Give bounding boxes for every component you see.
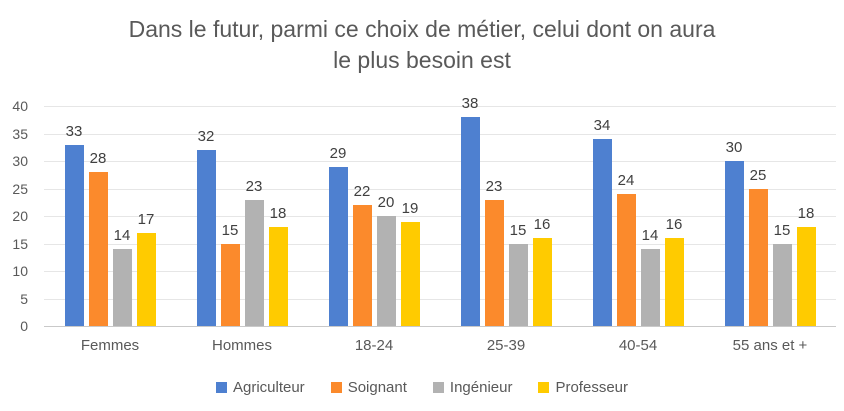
y-axis: 0 5 10 15 20 25 30 35 40 — [0, 98, 32, 334]
bar-soignant: 15 — [220, 222, 240, 326]
bar-soignant: 25 — [748, 167, 768, 326]
legend-item-ingénieur: Ingénieur — [432, 379, 513, 396]
bar-group: 32 15 23 18 — [176, 106, 308, 326]
y-tick-label: 25 — [12, 180, 28, 197]
legend-swatch — [330, 382, 342, 393]
bar-agriculteur: 30 — [724, 139, 744, 326]
legend-label: Soignant — [347, 379, 407, 396]
bar-ingénieur: 14 — [640, 227, 660, 326]
bar-value-label: 15 — [509, 221, 527, 239]
bar-soignant: 28 — [88, 150, 108, 326]
plot-area: 33 28 14 17 32 15 23 18 29 22 20 19 38 23 15 16 34 24 14 16… — [44, 95, 836, 327]
y-tick-label: 5 — [20, 290, 28, 307]
bar-value-label: 33 — [65, 122, 83, 140]
bar-value-label: 15 — [773, 221, 791, 239]
legend-item-soignant: Soignant — [330, 379, 407, 396]
y-tick-label: 20 — [12, 208, 28, 224]
gridline — [44, 106, 836, 107]
x-category-label: 25-39 — [486, 337, 526, 354]
x-category-label: 18-24 — [354, 337, 394, 354]
gridline — [44, 188, 836, 190]
bar-agriculteur: 38 — [460, 95, 480, 326]
bar-value-label: 23 — [245, 177, 263, 195]
bar-group: 34 24 14 16 — [572, 106, 704, 326]
bar-group: 30 25 15 18 — [704, 106, 836, 326]
bar-group: 33 28 14 17 — [44, 106, 176, 326]
y-tick-label: 35 — [12, 125, 28, 142]
bar-value-label: 30 — [725, 139, 743, 156]
bar-value-label: 15 — [221, 221, 239, 239]
bar-professeur: 19 — [400, 200, 420, 326]
legend-swatch — [432, 382, 444, 393]
x-category-label: Hommes — [211, 337, 272, 354]
bar-agriculteur: 34 — [592, 117, 612, 326]
chart-title-line-2: le plus besoin est — [333, 47, 511, 73]
legend-swatch — [215, 382, 227, 393]
bar-professeur: 16 — [532, 216, 552, 326]
bar-agriculteur: 29 — [328, 145, 348, 326]
bar-value-label: 23 — [485, 177, 503, 195]
bar-value-label: 25 — [749, 166, 767, 184]
legend-label: Professeur — [555, 379, 629, 396]
bar-value-label: 34 — [593, 117, 611, 134]
legend-label: Ingénieur — [449, 379, 513, 396]
bar-professeur: 18 — [796, 205, 816, 326]
bar-soignant: 22 — [352, 183, 372, 326]
gridline — [44, 243, 836, 245]
gridline — [44, 133, 836, 135]
bar-ingénieur: 15 — [508, 222, 528, 326]
bar-value-label: 32 — [197, 128, 215, 145]
bar-value-label: 18 — [269, 205, 287, 222]
legend: Agriculteur Soignant Ingénieur Professeur — [0, 379, 844, 396]
chart-title: Dans le futur, parmi ce choix de métier,… — [0, 14, 844, 76]
bar-value-label: 19 — [401, 199, 419, 217]
bar-professeur: 16 — [664, 216, 684, 326]
gridline — [44, 216, 836, 217]
y-tick-label: 0 — [20, 318, 28, 334]
x-axis: Femmes Hommes 18-24 25-39 40-54 55 ans et + — [44, 337, 836, 357]
bar-value-label: 18 — [797, 205, 815, 222]
y-tick-label: 10 — [12, 263, 28, 279]
bar-professeur: 17 — [136, 211, 156, 326]
bar-soignant: 23 — [484, 178, 504, 326]
legend-item-agriculteur: Agriculteur — [215, 379, 305, 396]
bar-value-label: 20 — [377, 194, 395, 211]
bar-value-label: 38 — [461, 95, 479, 112]
bar-ingénieur: 23 — [244, 178, 264, 326]
bar-value-label: 17 — [137, 210, 155, 228]
bar-agriculteur: 33 — [64, 123, 84, 326]
legend-label: Agriculteur — [232, 379, 305, 396]
bar-value-label: 29 — [329, 144, 347, 162]
bar-group: 29 22 20 19 — [308, 106, 440, 326]
bar-value-label: 14 — [641, 227, 659, 244]
bar-value-label: 24 — [617, 172, 635, 189]
bar-soignant: 24 — [616, 172, 636, 326]
bar-value-label: 16 — [665, 216, 683, 233]
chart-title-line-1: Dans le futur, parmi ce choix de métier,… — [128, 16, 716, 42]
bar-group: 38 23 15 16 — [440, 95, 572, 326]
bar-value-label: 22 — [353, 183, 371, 200]
bar-ingénieur: 14 — [112, 227, 132, 326]
x-category-label: 55 ans et + — [732, 337, 808, 354]
x-category-label: Femmes — [80, 337, 140, 354]
y-tick-label: 15 — [12, 235, 28, 252]
bar-ingénieur: 15 — [772, 222, 792, 326]
gridline — [44, 271, 836, 272]
y-tick-label: 30 — [12, 153, 28, 169]
bar-value-label: 14 — [113, 227, 131, 244]
gridline — [44, 161, 836, 162]
gridline — [44, 298, 836, 300]
legend-item-professeur: Professeur — [538, 379, 628, 396]
bar-value-label: 16 — [533, 216, 551, 233]
x-category-label: 40-54 — [618, 337, 658, 354]
bar-agriculteur: 32 — [196, 128, 216, 326]
bar-ingénieur: 20 — [376, 194, 396, 326]
bar-value-label: 28 — [89, 150, 107, 167]
legend-swatch — [538, 382, 550, 393]
y-tick-label: 40 — [12, 98, 28, 114]
bar-professeur: 18 — [268, 205, 288, 326]
